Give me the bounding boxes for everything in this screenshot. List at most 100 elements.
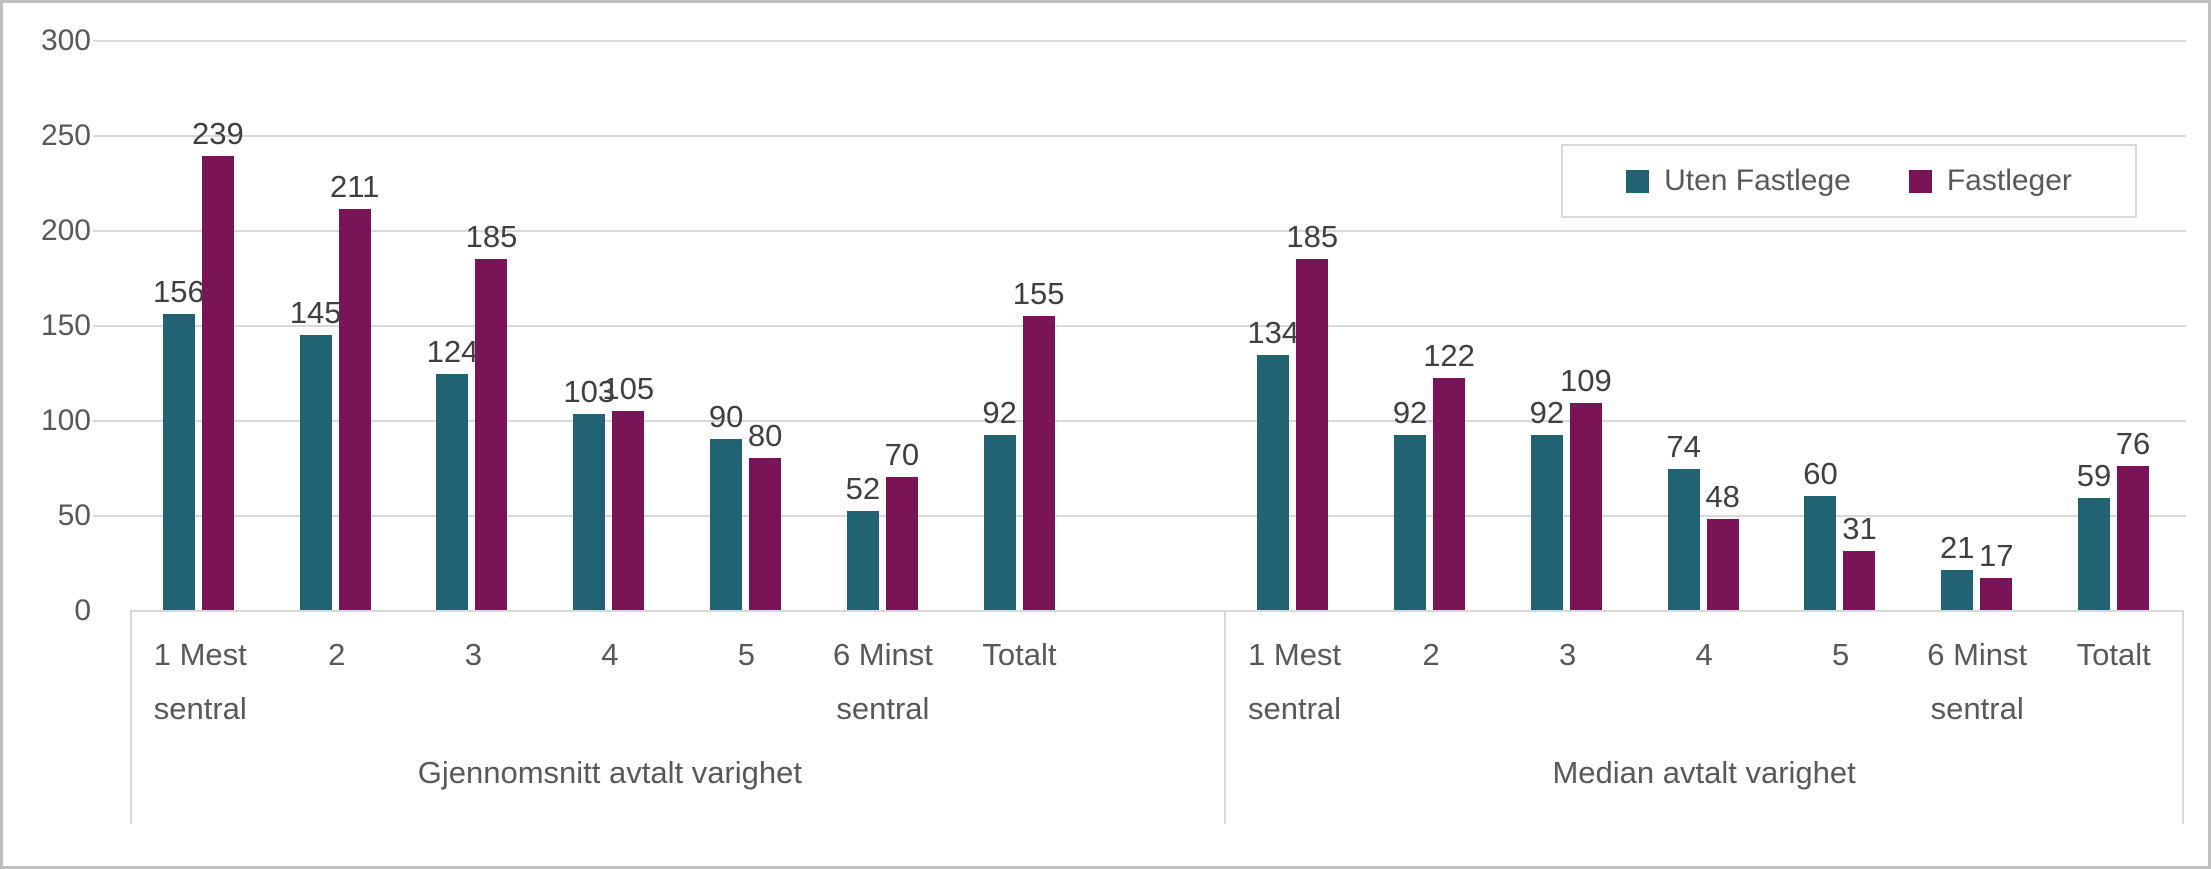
gridline bbox=[93, 325, 2186, 327]
bar-pair: 52 70 bbox=[846, 40, 920, 610]
bar-pair: 21 17 bbox=[1940, 40, 2013, 610]
category-slot: 92 155 bbox=[951, 40, 1088, 610]
category-slot: 92 109 bbox=[1498, 40, 1635, 610]
bar-wrapper: 52 bbox=[846, 40, 880, 610]
category-slot: 124 185 bbox=[404, 40, 541, 610]
bar-wrapper: 185 bbox=[1286, 40, 1338, 610]
bar-pair: 60 31 bbox=[1803, 40, 1877, 610]
bar-wrapper: 17 bbox=[1979, 40, 2013, 610]
category-label-row: 1 Mest sentral 2 3 4 5 6 Minst sentral Totalt bbox=[132, 612, 1224, 756]
bar-uten-fastlege bbox=[162, 313, 195, 610]
category-label: 1 Mest sentral bbox=[153, 637, 247, 726]
data-label: 59 bbox=[2076, 457, 2112, 493]
axis-group: 1 Mest sentral 2 3 4 5 6 Minst sentral Totalt M… bbox=[1224, 612, 2182, 824]
data-label: 155 bbox=[1012, 275, 1065, 311]
data-label: 122 bbox=[1423, 338, 1475, 374]
category-label: 4 bbox=[601, 637, 619, 672]
category-slot: 21 17 bbox=[1908, 40, 2045, 610]
bar-wrapper: 70 bbox=[884, 40, 920, 610]
legend-label: Uten Fastlege bbox=[1664, 164, 1851, 197]
legend-entry: Uten Fastlege bbox=[1626, 164, 1851, 198]
category-slot: 90 80 bbox=[677, 40, 814, 610]
bar-fastleger bbox=[2117, 465, 2150, 610]
bar-fastleger bbox=[1980, 577, 2013, 610]
bar-pair: 103 105 bbox=[563, 40, 654, 610]
category-label: 5 bbox=[1832, 637, 1850, 672]
y-tick-label: 50 bbox=[57, 499, 91, 532]
group-label: Gjennomsnitt avtalt varighet bbox=[417, 755, 802, 790]
data-label: 211 bbox=[329, 169, 380, 205]
bar-wrapper: 92 bbox=[982, 40, 1017, 610]
bar-pair: 92 122 bbox=[1392, 40, 1475, 610]
category-axis-band: 1 Mest sentral 2 3 4 5 6 Minst sentral Totalt G… bbox=[130, 612, 2184, 824]
gridline bbox=[93, 420, 2186, 422]
category-label: 3 bbox=[1558, 637, 1577, 672]
bar-wrapper: 60 bbox=[1803, 40, 1838, 610]
bar-uten-fastlege bbox=[1667, 469, 1700, 610]
category-label: 5 bbox=[737, 637, 756, 672]
bar-wrapper: 134 bbox=[1247, 40, 1299, 610]
bar-wrapper: 185 bbox=[466, 40, 517, 610]
data-label: 70 bbox=[884, 437, 920, 472]
gridline bbox=[93, 135, 2186, 137]
data-label: 185 bbox=[1286, 218, 1339, 254]
data-label: 92 bbox=[1392, 395, 1428, 431]
y-tick-label: 100 bbox=[40, 404, 91, 437]
bar-fastleger bbox=[1433, 378, 1466, 610]
category-label: 2 bbox=[328, 637, 346, 672]
bar-pair: 92 109 bbox=[1530, 40, 1612, 610]
data-label: 21 bbox=[1940, 530, 1975, 566]
bar-pair: 145 211 bbox=[290, 40, 379, 610]
bar-wrapper: 76 bbox=[2115, 40, 2151, 610]
bar-uten-fastlege bbox=[1941, 570, 1974, 610]
bar-uten-fastlege bbox=[710, 439, 743, 610]
bar-wrapper: 92 bbox=[1530, 40, 1564, 610]
bar-pair: 74 48 bbox=[1666, 40, 1740, 610]
bar-uten-fastlege bbox=[573, 414, 606, 610]
bar-wrapper: 156 bbox=[153, 40, 205, 610]
category-label-row: 1 Mest sentral 2 3 4 5 6 Minst sentral Totalt bbox=[1226, 612, 2182, 756]
bar-wrapper: 59 bbox=[2076, 40, 2112, 610]
blank-slot bbox=[1088, 40, 1225, 610]
bar-fastleger bbox=[749, 458, 782, 610]
bar-wrapper: 124 bbox=[427, 40, 478, 610]
category-slot: 156 239 bbox=[130, 40, 267, 610]
data-label: 90 bbox=[708, 399, 744, 434]
bar-uten-fastlege bbox=[1394, 435, 1427, 610]
gridline bbox=[93, 230, 2186, 232]
bar-fastleger bbox=[1706, 518, 1739, 610]
data-label: 76 bbox=[2115, 425, 2151, 461]
data-label: 31 bbox=[1842, 511, 1877, 547]
bar-uten-fastlege bbox=[1804, 496, 1837, 610]
bar-wrapper: 109 bbox=[1560, 40, 1612, 610]
axis-group: 1 Mest sentral 2 3 4 5 6 Minst sentral Totalt G… bbox=[130, 612, 1224, 824]
bar-pair: 92 155 bbox=[982, 40, 1065, 610]
y-tick-label: 150 bbox=[40, 309, 91, 342]
bar-fastleger bbox=[885, 477, 918, 610]
bar-wrapper: 90 bbox=[708, 40, 744, 610]
bar-uten-fastlege bbox=[2078, 497, 2111, 610]
bar-wrapper: 103 bbox=[563, 40, 615, 610]
gridline bbox=[93, 40, 2186, 42]
data-label: 105 bbox=[602, 370, 655, 406]
bar-wrapper: 105 bbox=[602, 40, 654, 610]
data-label: 74 bbox=[1666, 429, 1701, 465]
bar-pair: 124 185 bbox=[427, 40, 517, 610]
bar-wrapper: 48 bbox=[1705, 40, 1740, 610]
category-slot: 92 122 bbox=[1361, 40, 1498, 610]
category-label: Totalt bbox=[982, 637, 1057, 672]
data-label: 109 bbox=[1559, 362, 1612, 398]
category-slot: 52 70 bbox=[814, 40, 951, 610]
category-label-blank bbox=[1088, 628, 1225, 756]
bar-wrapper: 74 bbox=[1666, 40, 1701, 610]
y-tick-label: 0 bbox=[74, 594, 91, 627]
category-label: Totalt bbox=[2076, 637, 2151, 672]
y-tick-label: 200 bbox=[40, 214, 91, 247]
bar-uten-fastlege bbox=[983, 435, 1016, 610]
bar-pair: 134 185 bbox=[1247, 40, 1338, 610]
bar-uten-fastlege bbox=[1257, 355, 1290, 610]
bar-fastleger bbox=[1843, 551, 1876, 610]
legend-swatch-icon bbox=[1908, 169, 1932, 193]
category-slot: 60 31 bbox=[1772, 40, 1909, 610]
